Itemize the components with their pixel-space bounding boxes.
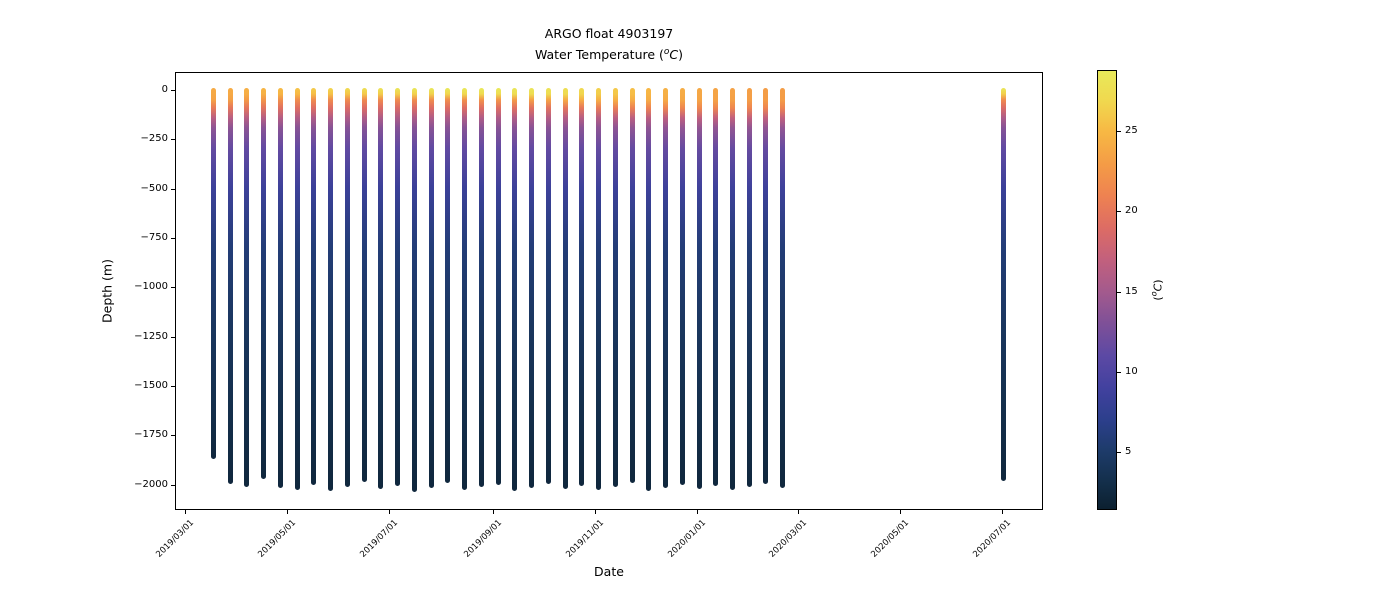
y-axis-tick xyxy=(171,385,175,387)
y-axis-tick xyxy=(171,188,175,190)
profile-column xyxy=(344,87,350,487)
profile-column xyxy=(395,87,401,486)
chart-title-line2: Water Temperature (oC) xyxy=(534,47,684,63)
profile-column xyxy=(512,87,518,491)
y-axis-tick-label: −500 xyxy=(140,182,168,194)
profile-column xyxy=(294,87,300,490)
profile-column xyxy=(495,87,501,485)
profile-column xyxy=(696,87,702,489)
profile-column xyxy=(679,87,685,485)
profile-column xyxy=(445,87,451,483)
x-axis-tick-label: 2019/09/01 xyxy=(462,518,505,560)
y-axis-tick-label: −2000 xyxy=(134,478,168,490)
profile-column xyxy=(746,87,752,487)
colorbar-tick xyxy=(1117,452,1121,454)
profile-column xyxy=(227,87,233,484)
profile-column xyxy=(261,87,267,480)
profile-column xyxy=(1001,87,1007,481)
y-axis-tick xyxy=(171,484,175,486)
colorbar-tick-label: 20 xyxy=(1125,205,1138,217)
x-axis-tick-label: 2020/01/01 xyxy=(666,518,709,560)
x-axis-tick-label: 2019/05/01 xyxy=(256,518,299,560)
unit-c: C xyxy=(669,47,679,63)
unit-c: C xyxy=(1151,283,1165,292)
profile-column xyxy=(328,87,334,491)
profile-column xyxy=(780,87,786,488)
colorbar-tick xyxy=(1117,211,1121,213)
profile-column xyxy=(663,87,668,488)
colorbar-tick-label: 25 xyxy=(1125,125,1138,136)
degree-superscript: o xyxy=(1149,291,1159,297)
y-axis-tick-label: 0 xyxy=(161,84,168,95)
y-axis-tick-label: −1750 xyxy=(134,429,168,441)
profile-column xyxy=(244,87,250,487)
profile-column xyxy=(646,87,652,491)
x-axis-tick-label: 2019/03/01 xyxy=(154,518,197,560)
profile-column xyxy=(277,87,283,488)
profile-column xyxy=(612,87,618,487)
colorbar xyxy=(1097,70,1117,510)
profile-column xyxy=(730,87,735,490)
y-axis-tick-label: −1250 xyxy=(134,330,168,342)
x-axis-tick xyxy=(899,510,901,514)
profile-column xyxy=(579,87,585,486)
profile-column xyxy=(529,87,535,488)
y-axis-tick xyxy=(171,336,175,338)
profile-column xyxy=(545,87,551,484)
x-axis-label: Date xyxy=(594,564,624,579)
profile-column xyxy=(713,87,719,486)
profile-column xyxy=(478,87,484,487)
colorbar-tick-label: 10 xyxy=(1125,365,1138,377)
x-axis-tick-label: 2020/05/01 xyxy=(869,518,911,560)
chart-title: ARGO float 4903197 Water Temperature (oC… xyxy=(175,24,1043,64)
plot-area xyxy=(175,72,1043,510)
chart-title-line1: ARGO float 4903197 xyxy=(544,26,674,41)
y-axis-tick-label: −1500 xyxy=(134,379,168,391)
profile-column xyxy=(378,87,384,489)
degree-superscript: o xyxy=(663,47,670,57)
profile-column xyxy=(361,87,367,482)
y-axis-tick-label: −250 xyxy=(140,133,168,145)
x-axis-tick xyxy=(493,510,495,514)
y-axis-tick xyxy=(171,90,175,91)
x-axis-tick-label: 2020/03/01 xyxy=(767,518,809,560)
colorbar-tick xyxy=(1117,131,1121,132)
colorbar-tick xyxy=(1117,371,1121,373)
x-axis-tick xyxy=(287,510,289,514)
profile-column xyxy=(562,87,568,489)
x-axis-tick xyxy=(797,510,799,514)
colorbar-tick xyxy=(1117,291,1121,293)
y-axis-tick xyxy=(171,139,175,141)
y-axis-tick xyxy=(171,237,175,239)
profile-column xyxy=(462,87,468,490)
profile-column xyxy=(763,87,769,484)
x-axis-tick xyxy=(1002,510,1003,514)
colorbar-label: (oC) xyxy=(1149,279,1165,301)
colorbar-tick-label: 5 xyxy=(1125,446,1132,458)
profile-column xyxy=(411,87,417,492)
x-axis-tick-label: 2019/11/01 xyxy=(564,518,607,560)
profile-column xyxy=(428,87,434,488)
x-axis-tick-label: 2020/07/01 xyxy=(971,518,1014,560)
y-axis-tick xyxy=(171,435,175,437)
profile-column xyxy=(596,87,601,490)
x-axis-tick xyxy=(389,510,391,514)
y-axis-tick-label: −750 xyxy=(140,231,168,243)
y-axis-tick-label: −1000 xyxy=(134,281,168,293)
x-axis-tick xyxy=(185,510,186,514)
profile-column xyxy=(211,87,216,460)
x-axis-tick xyxy=(697,510,699,514)
colorbar-tick-label: 15 xyxy=(1125,285,1138,297)
x-axis-tick-label: 2019/07/01 xyxy=(358,518,401,560)
profile-column xyxy=(311,87,317,485)
profile-column xyxy=(629,87,635,483)
x-axis-tick xyxy=(595,510,597,514)
y-axis-tick xyxy=(171,287,175,289)
